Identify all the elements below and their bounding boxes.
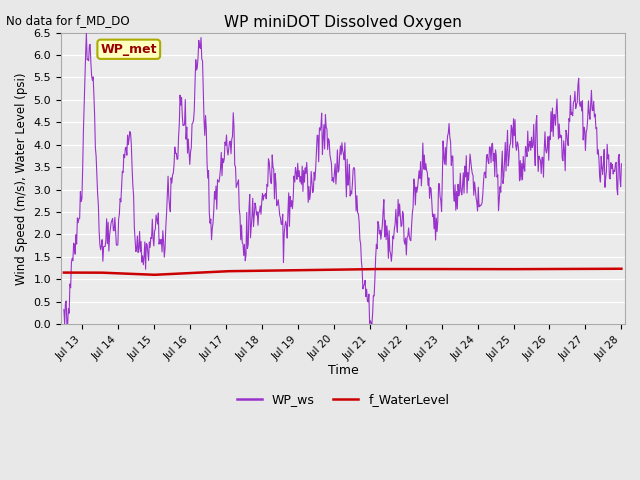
Legend: WP_ws, f_WaterLevel: WP_ws, f_WaterLevel <box>232 388 454 411</box>
Text: WP_met: WP_met <box>100 43 157 56</box>
Text: No data for f_MD_DO: No data for f_MD_DO <box>6 14 130 27</box>
X-axis label: Time: Time <box>328 364 358 377</box>
Y-axis label: Wind Speed (m/s), Water Level (psi): Wind Speed (m/s), Water Level (psi) <box>15 72 28 285</box>
Title: WP miniDOT Dissolved Oxygen: WP miniDOT Dissolved Oxygen <box>224 15 462 30</box>
